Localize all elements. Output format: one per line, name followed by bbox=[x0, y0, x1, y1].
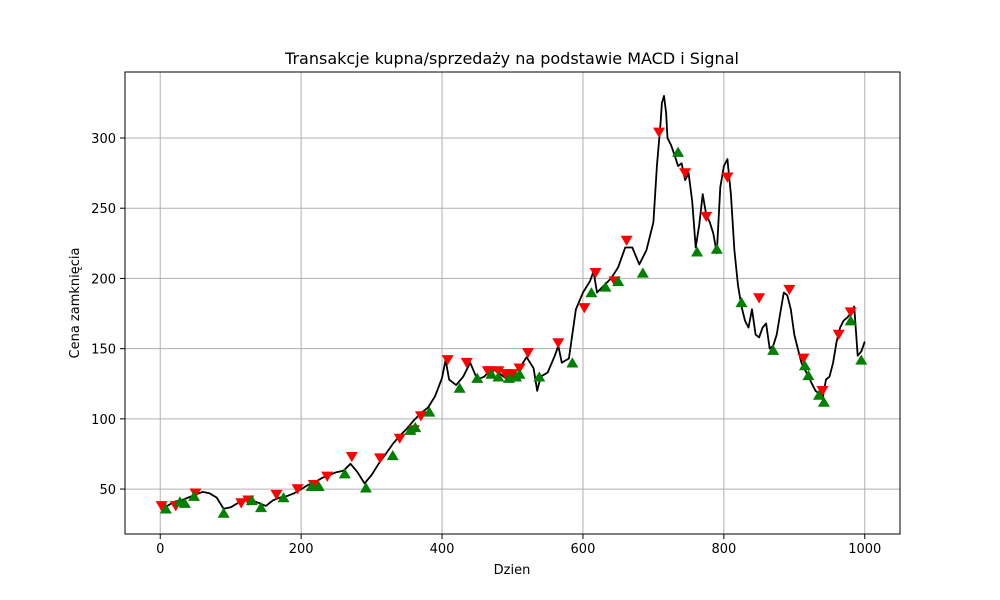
sell-marker bbox=[393, 433, 406, 444]
buy-marker bbox=[386, 449, 399, 461]
y-tick-label: 250 bbox=[91, 202, 116, 217]
y-tick-label: 50 bbox=[99, 483, 116, 498]
sell-marker bbox=[844, 307, 857, 318]
buy-marker bbox=[423, 406, 436, 417]
chart-title: Transakcje kupna/sprzedaży na podstawie … bbox=[284, 49, 739, 68]
sell-marker bbox=[291, 484, 304, 495]
buy-marker bbox=[612, 275, 625, 287]
x-axis-label: Dzien bbox=[494, 563, 531, 578]
x-axis: 0 200 400 600 800 1000 bbox=[156, 534, 881, 557]
y-tick-label: 300 bbox=[91, 132, 116, 147]
buy-marker bbox=[798, 360, 811, 371]
y-tick-label: 100 bbox=[91, 413, 116, 428]
plot-area bbox=[160, 95, 866, 510]
x-tick-label: 200 bbox=[289, 542, 314, 557]
buy-marker bbox=[855, 354, 868, 365]
buy-marker bbox=[359, 482, 372, 493]
buy-marker bbox=[338, 468, 351, 479]
sell-marker bbox=[552, 338, 565, 349]
x-tick-label: 600 bbox=[571, 542, 596, 557]
buy-marker bbox=[533, 371, 546, 382]
sell-marker bbox=[832, 329, 845, 340]
buy-marker bbox=[672, 146, 685, 157]
sell-marker bbox=[653, 127, 666, 138]
sell-marker bbox=[783, 284, 796, 296]
x-tick-label: 0 bbox=[156, 542, 164, 557]
buy-marker bbox=[812, 389, 825, 400]
buy-marker bbox=[599, 281, 612, 292]
buy-marker bbox=[217, 507, 230, 518]
buy-marker bbox=[471, 372, 484, 383]
y-axis-label: Cena zamknięcia bbox=[68, 248, 83, 359]
signal-markers bbox=[155, 127, 868, 518]
sell-marker bbox=[816, 385, 829, 397]
plot-frame bbox=[124, 71, 901, 535]
sell-marker bbox=[155, 501, 168, 512]
buy-marker bbox=[691, 246, 704, 257]
price-line bbox=[160, 95, 866, 510]
buy-marker bbox=[404, 424, 417, 435]
sell-marker bbox=[578, 303, 591, 314]
sell-marker bbox=[620, 235, 633, 246]
buy-marker bbox=[710, 243, 723, 254]
sell-marker bbox=[374, 453, 387, 464]
buy-marker bbox=[277, 492, 290, 503]
buy-marker bbox=[254, 501, 267, 513]
buy-marker bbox=[178, 497, 191, 508]
buy-marker bbox=[453, 382, 466, 393]
buy-marker bbox=[585, 287, 598, 298]
buy-marker bbox=[566, 357, 579, 368]
sell-marker bbox=[441, 355, 454, 366]
buy-marker bbox=[767, 344, 780, 355]
sell-marker bbox=[797, 353, 810, 364]
y-axis: 50 100 150 200 250 300 bbox=[91, 132, 125, 498]
sell-marker bbox=[321, 471, 334, 482]
sell-marker bbox=[753, 293, 766, 304]
grid bbox=[125, 72, 900, 534]
sell-marker bbox=[414, 411, 427, 422]
sell-marker bbox=[345, 451, 358, 463]
sell-marker bbox=[589, 268, 602, 279]
buy-marker bbox=[159, 503, 172, 514]
buy-marker bbox=[485, 368, 498, 379]
sell-marker bbox=[506, 369, 519, 380]
sell-marker bbox=[522, 348, 534, 359]
buy-marker bbox=[188, 490, 201, 501]
sell-marker bbox=[679, 168, 692, 179]
x-tick-label: 400 bbox=[430, 542, 455, 557]
buy-marker bbox=[844, 315, 857, 326]
sell-marker bbox=[700, 211, 713, 223]
sell-marker bbox=[721, 172, 734, 183]
x-tick-label: 1000 bbox=[848, 542, 881, 557]
x-tick-label: 800 bbox=[711, 542, 736, 557]
buy-marker bbox=[312, 480, 325, 492]
buy-marker bbox=[245, 494, 258, 506]
sell-marker bbox=[270, 489, 283, 501]
buy-marker bbox=[492, 371, 505, 382]
buy-marker bbox=[636, 267, 649, 278]
buy-marker bbox=[817, 396, 830, 407]
buy-marker bbox=[409, 421, 422, 433]
sell-marker bbox=[460, 357, 473, 369]
y-tick-label: 200 bbox=[91, 272, 116, 287]
y-tick-label: 150 bbox=[91, 343, 116, 358]
buy-marker bbox=[802, 369, 815, 381]
buy-marker bbox=[513, 368, 526, 379]
sell-marker bbox=[235, 498, 248, 509]
buy-marker bbox=[735, 296, 748, 308]
